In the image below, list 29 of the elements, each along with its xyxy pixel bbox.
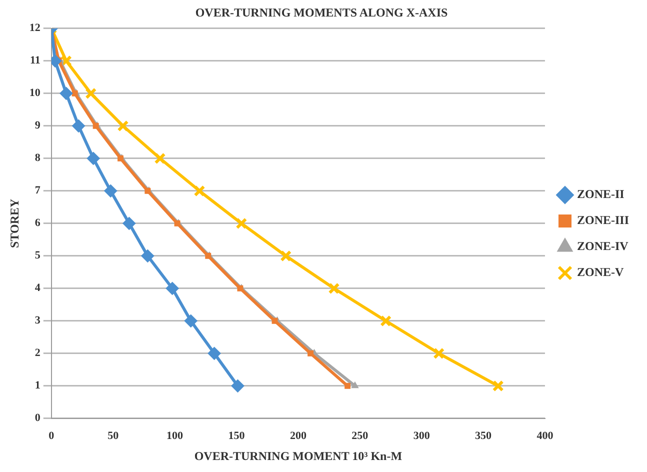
y-tick-label: 5: [34, 250, 41, 262]
x-tick-label: 0: [48, 430, 55, 442]
x-tick-label: 300: [413, 430, 430, 442]
x-tick-label: 350: [475, 430, 492, 442]
y-tick-label: 9: [34, 120, 41, 132]
legend-label: ZONE-V: [576, 265, 624, 280]
x-tick-label: 250: [352, 430, 369, 442]
y-tick-label: 3: [34, 314, 41, 327]
legend-label: ZONE-III: [576, 213, 630, 228]
y-tick-label: 0: [34, 412, 41, 424]
y-tick-label: 8: [34, 152, 41, 164]
legend-label: ZONE-IV: [576, 239, 629, 254]
y-tick-label: 6: [34, 217, 41, 230]
y-tick-label: 1: [34, 380, 40, 392]
y-tick-label: 11: [30, 54, 40, 67]
y-axis-title: STOREY: [7, 198, 22, 248]
x-tick-label: 50: [108, 430, 120, 442]
y-tick-label: 2: [34, 347, 41, 360]
y-tick-label: 12: [29, 22, 41, 34]
x-tick-label: 400: [536, 430, 554, 442]
x-tick-label: 200: [290, 430, 307, 442]
x-tick-label: 100: [166, 430, 184, 442]
y-tick-label: 7: [34, 184, 41, 197]
y-tick-label: 10: [29, 87, 41, 100]
x-axis-title: OVER-TURNING MOMENT 10³ Kn-M: [194, 448, 402, 463]
y-tick-label: 4: [34, 282, 41, 294]
x-tick-label: 150: [228, 430, 246, 442]
chart-title: OVER-TURNING MOMENTS ALONG X-AXIS: [195, 5, 448, 20]
legend-label: ZONE-II: [576, 187, 625, 202]
